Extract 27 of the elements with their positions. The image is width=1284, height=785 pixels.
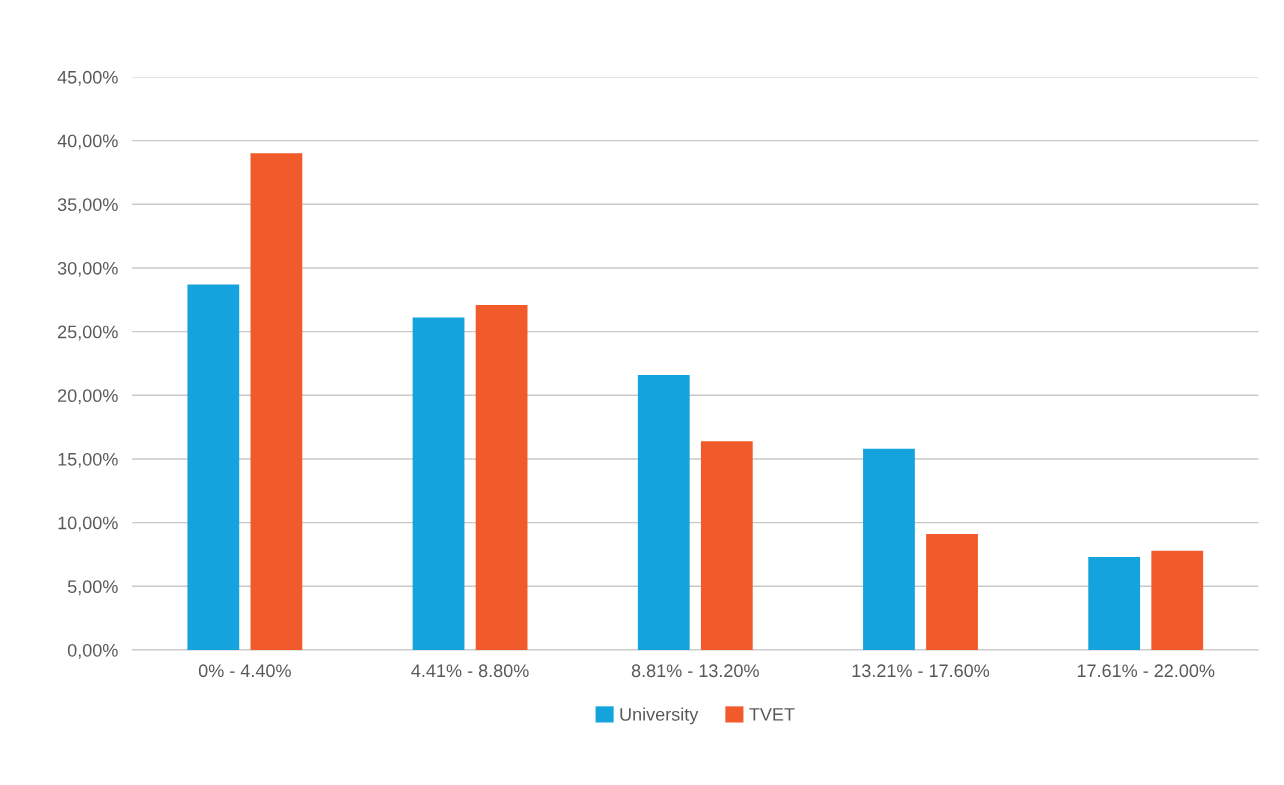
bar bbox=[187, 284, 240, 650]
legend-label: TVET bbox=[749, 708, 795, 721]
bar bbox=[250, 153, 303, 650]
x-tick-label: 8.81% - 13.20% bbox=[631, 664, 759, 678]
y-tick-label: 5,00% bbox=[67, 580, 118, 596]
x-tick-label: 0% - 4.40% bbox=[198, 664, 291, 678]
y-tick-label: 10,00% bbox=[58, 516, 118, 532]
y-tick-label: 15,00% bbox=[58, 452, 118, 468]
x-tick-label: 17.61% - 22.00% bbox=[1077, 664, 1215, 678]
bar bbox=[412, 317, 465, 650]
legend-label: University bbox=[620, 707, 699, 725]
x-tick-label: 13.21% - 17.60% bbox=[852, 664, 990, 678]
bar bbox=[700, 441, 753, 650]
y-tick-label: 45,00% bbox=[57, 70, 118, 86]
y-tick-label: 40,00% bbox=[57, 134, 118, 150]
bar bbox=[1151, 550, 1204, 650]
y-tick-label: 35,00% bbox=[57, 198, 118, 214]
y-tick-label: 0,00% bbox=[67, 643, 118, 659]
y-tick-label: 20,00% bbox=[58, 389, 118, 405]
y-tick-label: 30,00% bbox=[57, 261, 118, 277]
bar bbox=[863, 448, 915, 650]
y-tick-label: 25,00% bbox=[58, 325, 118, 341]
bar bbox=[475, 304, 528, 650]
bar bbox=[637, 374, 690, 650]
bar bbox=[1088, 557, 1141, 650]
x-tick-label: 4.41% - 8.80% bbox=[411, 664, 529, 678]
bar bbox=[926, 534, 978, 650]
